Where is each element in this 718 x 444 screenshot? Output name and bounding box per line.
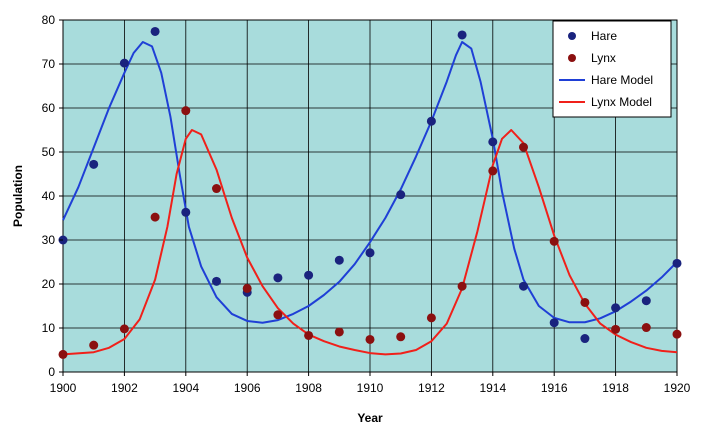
data-point-hare bbox=[672, 258, 682, 268]
data-point-hare bbox=[365, 248, 375, 258]
data-point-hare bbox=[150, 26, 160, 36]
legend: Hare Lynx Hare Model Lynx Model bbox=[552, 20, 672, 118]
data-point-lynx bbox=[426, 313, 436, 323]
series-line-lynx-model bbox=[62, 129, 678, 356]
data-point-hare bbox=[273, 273, 283, 283]
data-point-lynx bbox=[672, 329, 682, 339]
data-point-hare bbox=[519, 281, 528, 291]
series-layer bbox=[58, 26, 682, 359]
data-point-lynx bbox=[334, 327, 344, 337]
y-tick-label: 80 bbox=[42, 13, 56, 27]
data-point-lynx bbox=[549, 236, 559, 246]
legend-label-lynx: Lynx bbox=[591, 51, 616, 65]
data-point-lynx bbox=[488, 166, 498, 176]
data-point-hare bbox=[580, 334, 590, 344]
y-tick-label: 40 bbox=[42, 189, 56, 203]
data-point-lynx bbox=[365, 334, 375, 344]
y-tick-label: 10 bbox=[42, 321, 56, 335]
legend-label-lynx-model: Lynx Model bbox=[591, 95, 652, 109]
data-point-lynx bbox=[611, 324, 621, 334]
x-tick-label: 1908 bbox=[295, 381, 322, 395]
data-point-lynx bbox=[119, 324, 129, 334]
x-tick-label: 1904 bbox=[172, 381, 199, 395]
x-tick-label: 1900 bbox=[50, 381, 77, 395]
data-point-hare bbox=[89, 159, 99, 169]
y-tick-label: 0 bbox=[48, 365, 55, 379]
data-point-hare bbox=[426, 116, 436, 126]
series-line-hare-model bbox=[62, 41, 678, 324]
axis-ticks: 1900 1902 1904 1906 1908 1910 1912 1914 1916 1918… bbox=[42, 13, 691, 395]
data-point-lynx bbox=[396, 332, 406, 342]
data-point-lynx bbox=[273, 310, 283, 320]
x-tick-label: 1918 bbox=[602, 381, 629, 395]
y-tick-label: 30 bbox=[42, 233, 56, 247]
data-point-hare bbox=[212, 276, 221, 286]
data-point-lynx bbox=[457, 281, 467, 291]
x-tick-label: 1916 bbox=[541, 381, 568, 395]
data-point-lynx bbox=[641, 323, 651, 333]
data-point-lynx bbox=[304, 330, 314, 340]
data-point-hare bbox=[181, 207, 191, 217]
data-point-lynx bbox=[519, 142, 528, 152]
data-point-hare bbox=[304, 270, 314, 280]
y-tick-label: 70 bbox=[42, 57, 56, 71]
data-point-hare bbox=[396, 190, 406, 200]
data-point-lynx bbox=[150, 212, 160, 222]
legend-marker-hare bbox=[568, 32, 576, 40]
x-tick-label: 1914 bbox=[479, 381, 506, 395]
legend-marker-lynx bbox=[568, 54, 576, 62]
data-point-hare bbox=[119, 58, 129, 68]
x-tick-label: 1920 bbox=[664, 381, 691, 395]
x-tick-label: 1906 bbox=[234, 381, 261, 395]
data-point-lynx bbox=[242, 283, 252, 293]
legend-label-hare-model: Hare Model bbox=[591, 73, 653, 87]
y-tick-label: 20 bbox=[42, 277, 56, 291]
data-point-hare bbox=[641, 296, 651, 306]
x-tick-label: 1910 bbox=[357, 381, 384, 395]
data-point-lynx bbox=[89, 340, 99, 350]
data-point-hare bbox=[334, 255, 344, 265]
x-tick-label: 1912 bbox=[418, 381, 445, 395]
x-tick-label: 1902 bbox=[111, 381, 138, 395]
data-point-lynx bbox=[580, 297, 590, 307]
data-point-hare bbox=[549, 318, 559, 328]
x-axis-title: Year bbox=[357, 411, 383, 425]
data-point-hare bbox=[488, 137, 498, 147]
data-point-lynx bbox=[212, 184, 221, 194]
y-axis-title: Population bbox=[11, 165, 25, 227]
y-tick-label: 60 bbox=[42, 101, 56, 115]
data-point-lynx bbox=[58, 349, 68, 359]
data-point-lynx bbox=[181, 106, 191, 116]
data-point-hare bbox=[457, 30, 467, 40]
y-tick-label: 50 bbox=[42, 145, 56, 159]
legend-label-hare: Hare bbox=[591, 29, 617, 43]
data-point-hare bbox=[611, 303, 621, 313]
